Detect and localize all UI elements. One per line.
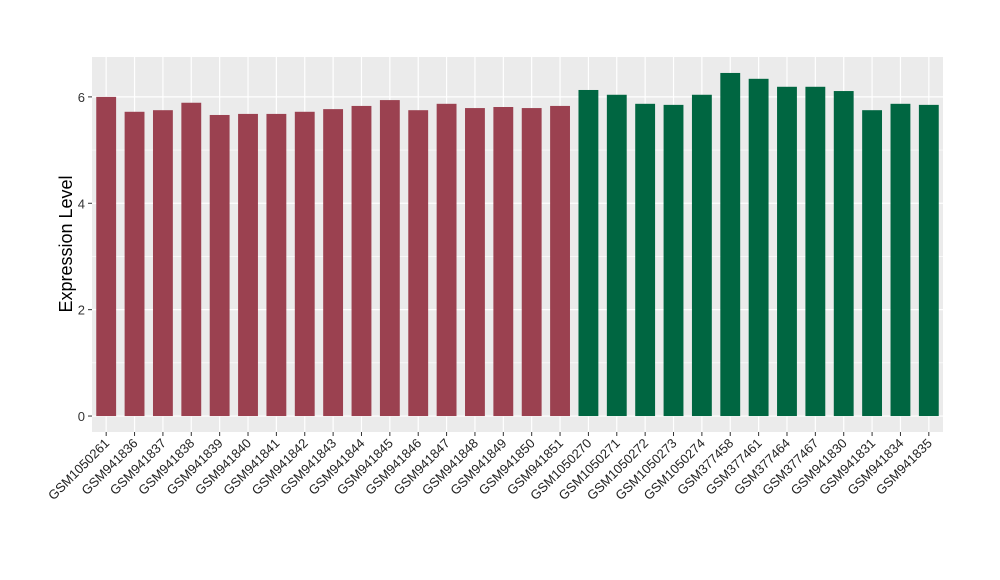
bar xyxy=(663,104,684,417)
y-tick-label: 2 xyxy=(78,303,85,318)
bar xyxy=(436,103,457,417)
bar xyxy=(890,103,911,417)
y-axis-label: Expression Level xyxy=(56,175,76,312)
bar xyxy=(209,114,230,417)
bar xyxy=(777,86,797,417)
x-axis: GSM1050261GSM941836GSM941837GSM941838GSM… xyxy=(45,432,935,503)
bar xyxy=(748,78,769,417)
bar xyxy=(833,91,854,417)
bar xyxy=(493,107,514,417)
bar xyxy=(862,110,883,417)
bar xyxy=(521,108,542,417)
bar xyxy=(408,110,429,417)
bar xyxy=(323,109,344,417)
bar xyxy=(720,72,741,417)
bar xyxy=(635,103,656,417)
bar xyxy=(578,89,599,417)
y-axis: 0 2 4 6 xyxy=(78,90,92,424)
bar xyxy=(606,94,627,417)
bar xyxy=(181,102,202,417)
bar xyxy=(351,105,372,417)
bar xyxy=(266,113,287,417)
bar xyxy=(294,111,315,417)
bar xyxy=(465,108,485,417)
bar xyxy=(918,104,939,417)
y-tick-label: 0 xyxy=(78,409,85,424)
bars xyxy=(96,72,939,417)
y-tick-label: 4 xyxy=(78,196,85,211)
plot-panel xyxy=(92,57,943,432)
bar xyxy=(550,105,570,417)
bar xyxy=(124,111,145,417)
bar xyxy=(691,94,712,417)
bar xyxy=(805,86,826,417)
bar xyxy=(238,113,258,417)
bar xyxy=(379,100,400,417)
bar xyxy=(152,110,173,417)
bar xyxy=(96,96,117,417)
y-tick-label: 6 xyxy=(78,90,85,105)
